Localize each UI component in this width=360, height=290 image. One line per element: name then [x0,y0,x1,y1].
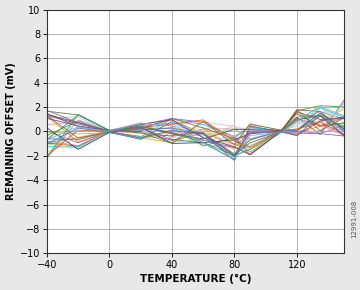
Text: 12991-008: 12991-008 [352,200,357,238]
X-axis label: TEMPERATURE (°C): TEMPERATURE (°C) [140,274,251,284]
Y-axis label: REMAINING OFFSET (mV): REMAINING OFFSET (mV) [5,63,15,200]
